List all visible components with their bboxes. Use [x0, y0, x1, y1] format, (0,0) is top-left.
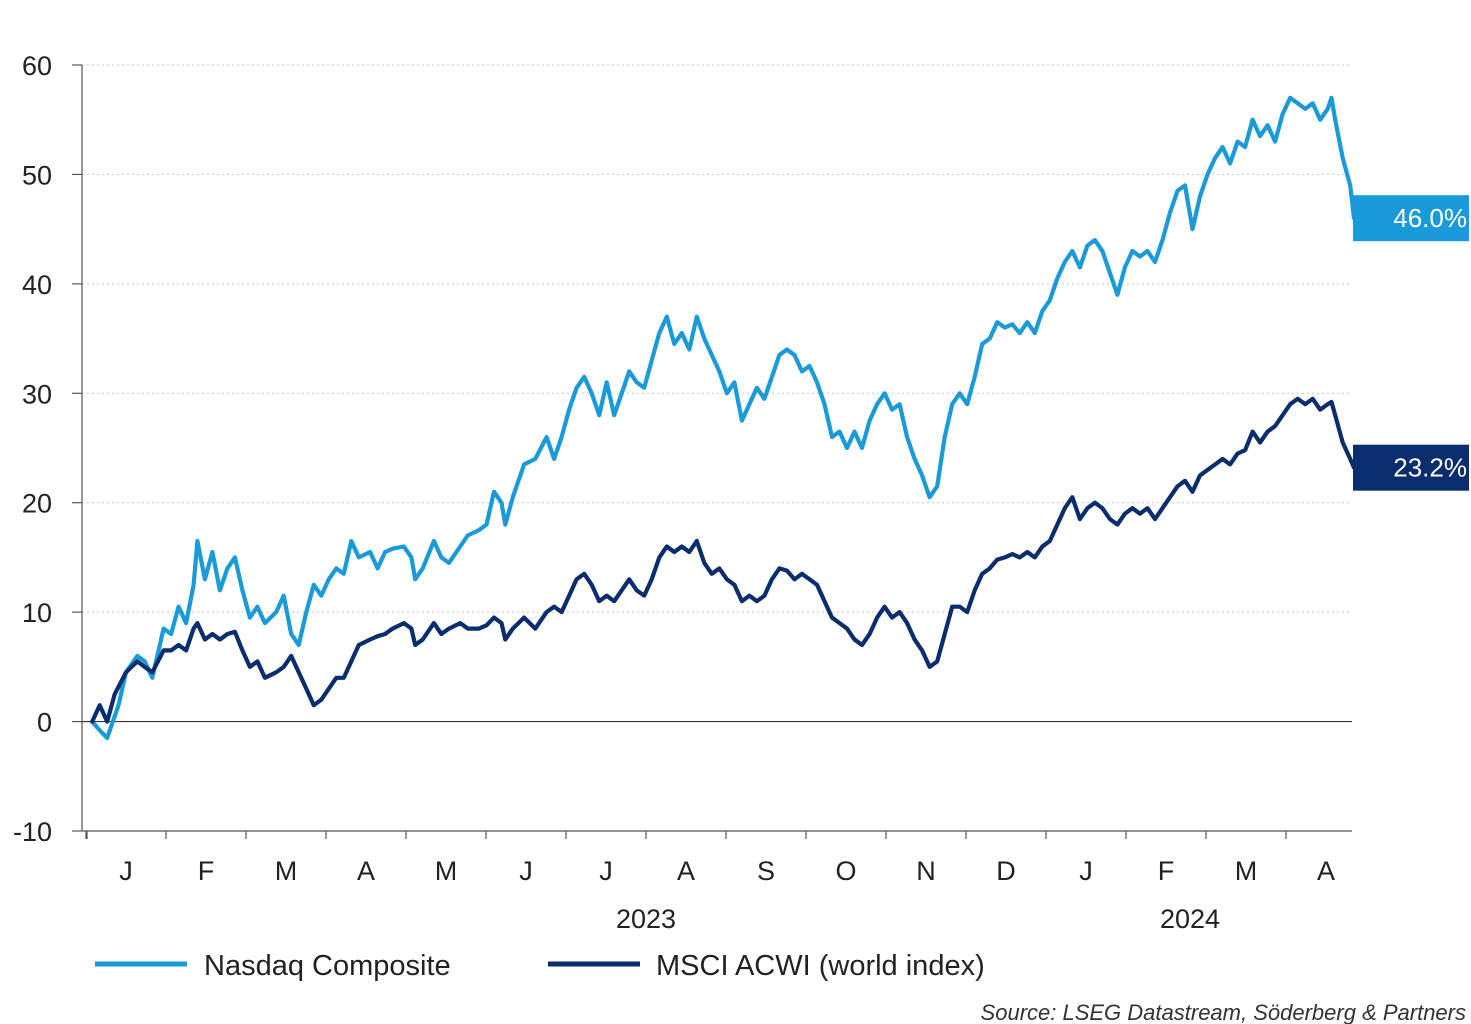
- y-tick-label: 0: [37, 708, 52, 738]
- y-tick-labels: -10 0 10 20 30 40 50 60: [13, 51, 52, 847]
- x-tick-label: J: [119, 856, 133, 886]
- x-tick-label: A: [677, 856, 695, 886]
- y-tick-label: -10: [13, 817, 52, 847]
- y-tick-label: 10: [22, 598, 52, 628]
- series-lines: [90, 95, 1357, 741]
- end-label-box: [1353, 444, 1469, 491]
- legend-label: Nasdaq Composite: [204, 950, 451, 982]
- year-label: 2024: [1160, 904, 1220, 934]
- x-tick-label: A: [357, 856, 375, 886]
- x-tick-label: J: [1079, 856, 1093, 886]
- x-tick-label: D: [996, 856, 1016, 886]
- x-tick-label: J: [519, 856, 533, 886]
- end-label-box: [1353, 195, 1469, 242]
- y-tick-label: 30: [22, 379, 52, 409]
- x-tick-label: A: [1317, 856, 1335, 886]
- x-tick-label: S: [757, 856, 775, 886]
- year-label: 2023: [616, 904, 676, 934]
- x-tick-label: M: [275, 856, 298, 886]
- source-note: Source: LSEG Datastream, Söderberg & Par…: [981, 1000, 1466, 1024]
- y-tick-label: 60: [22, 51, 52, 81]
- x-tick-label: O: [835, 856, 856, 886]
- y-tick-label: 20: [22, 489, 52, 519]
- x-tick-label: F: [198, 856, 215, 886]
- x-tick-label: J: [599, 856, 613, 886]
- axes: [72, 64, 1352, 839]
- y-tick-label: 50: [22, 160, 52, 190]
- x-tick-label: N: [916, 856, 936, 886]
- legend-label: MSCI ACWI (world index): [656, 950, 985, 982]
- series-line: [90, 95, 1357, 741]
- x-tick-label: M: [1235, 856, 1258, 886]
- legend: Nasdaq Composite MSCI ACWI (world index): [95, 950, 985, 982]
- end-labels: 46.0% 23.2%: [1353, 195, 1469, 491]
- grid-lines: [82, 64, 1352, 613]
- end-label-text: 23.2%: [1393, 453, 1467, 483]
- x-tick-label: M: [435, 856, 458, 886]
- year-labels: 2023 2024: [616, 904, 1220, 934]
- series-line: [90, 396, 1357, 724]
- x-tick-label: F: [1158, 856, 1175, 886]
- y-tick-label: 40: [22, 270, 52, 300]
- end-label-text: 46.0%: [1393, 203, 1467, 233]
